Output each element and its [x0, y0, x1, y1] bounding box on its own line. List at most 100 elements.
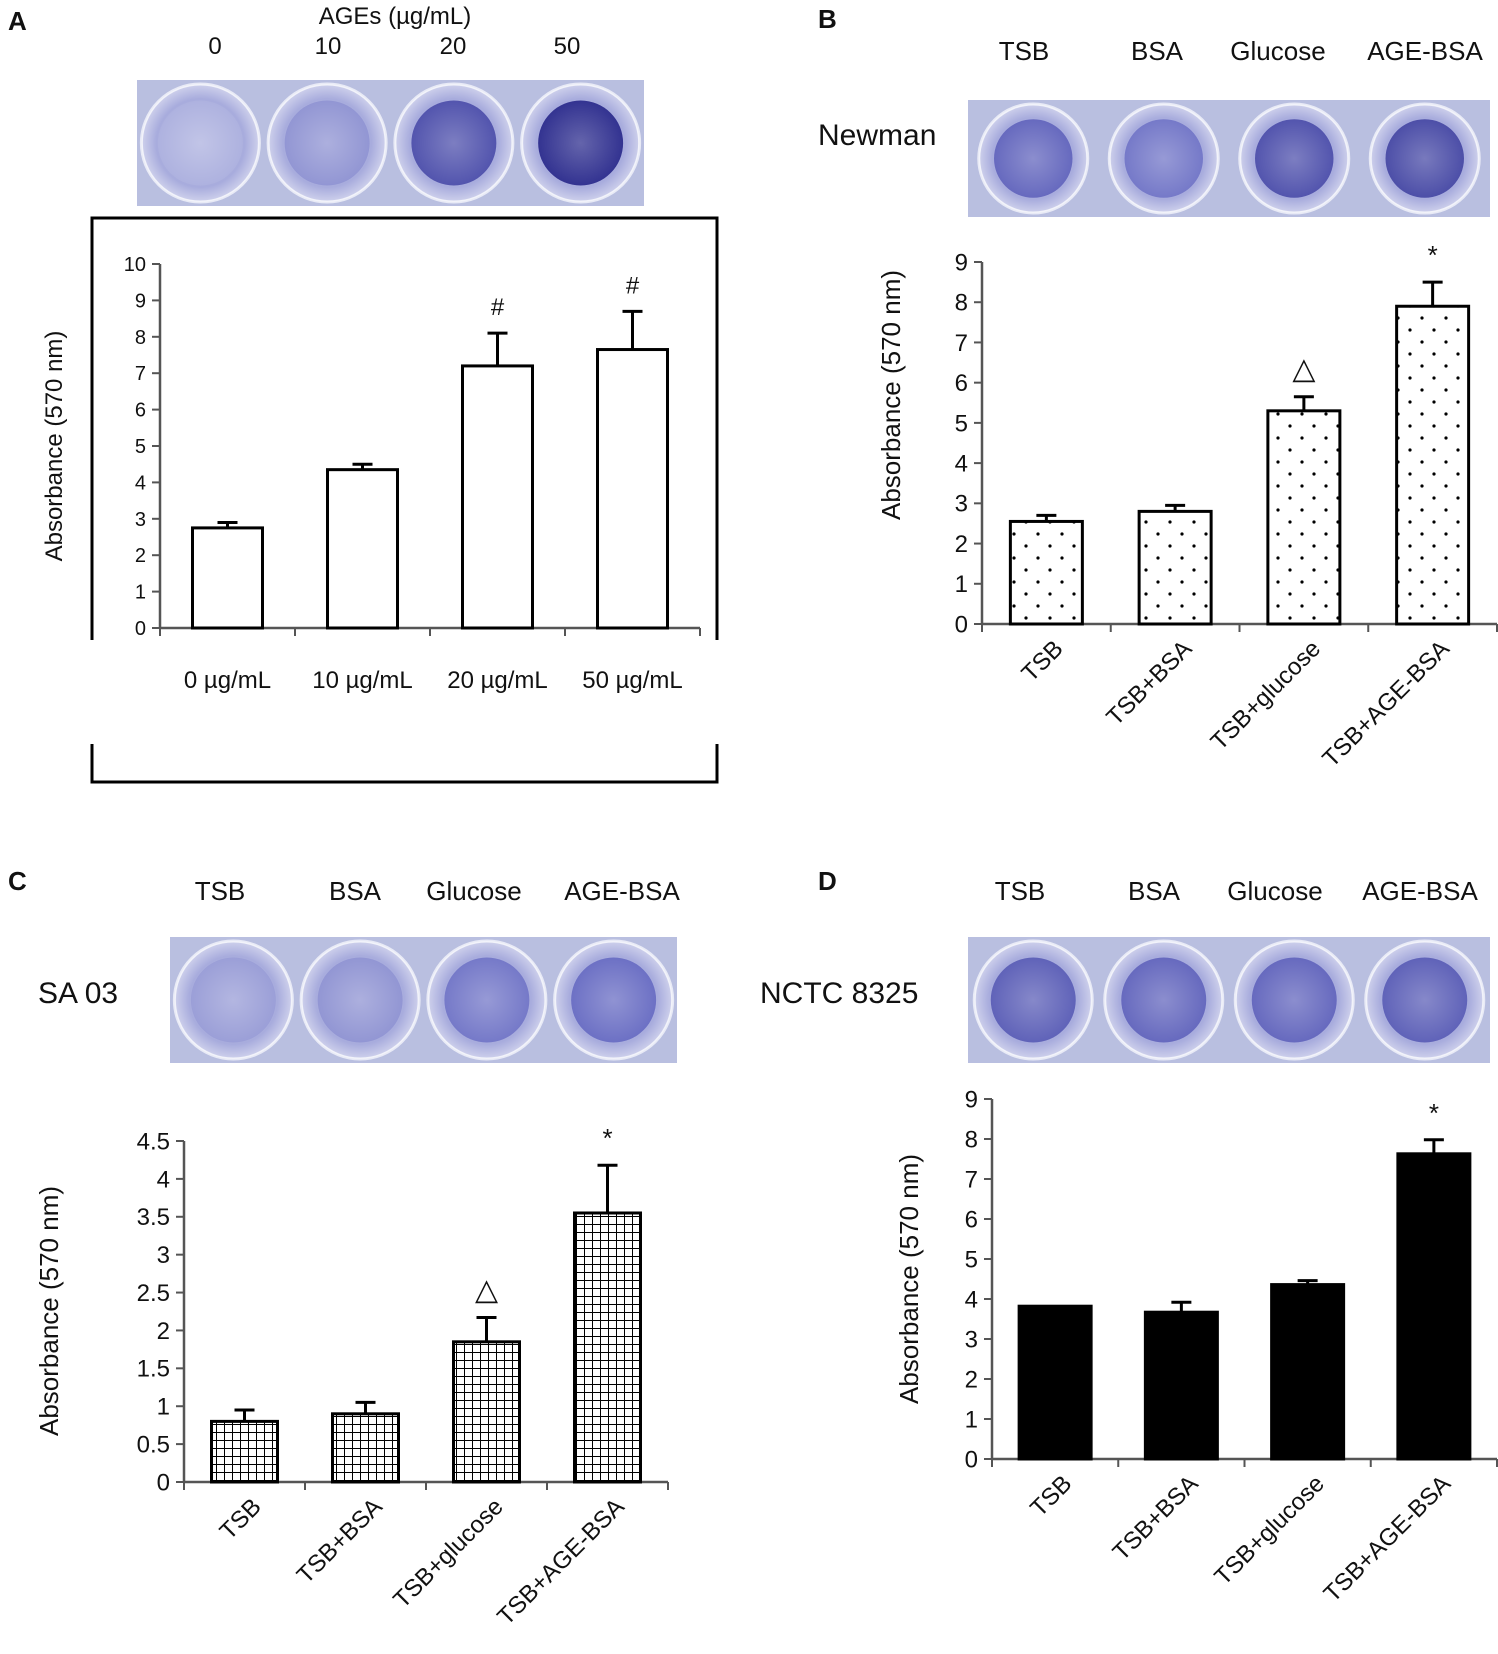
well-plate-d	[968, 937, 1490, 1063]
well-label: BSA	[1131, 36, 1184, 66]
well-label: TSB	[995, 876, 1046, 906]
y-tick-label: 6	[955, 370, 968, 397]
significance-mark: #	[491, 294, 505, 321]
bar-4	[1395, 304, 1471, 626]
strain-label-sa03: SA 03	[38, 977, 118, 1010]
well-plate-c	[170, 937, 677, 1063]
y-tick-label: 1	[965, 1406, 978, 1433]
x-category-label: TSB+glucose	[1206, 635, 1327, 756]
x-category-label: TSB+BSA	[292, 1493, 388, 1589]
y-tick-label: 2	[955, 531, 968, 558]
well-label: Glucose	[1230, 36, 1325, 66]
well-highlight	[301, 941, 420, 1059]
well-label: 10	[315, 33, 342, 60]
x-category-label: 0 µg/mL	[184, 667, 271, 694]
well-plate-a	[137, 80, 644, 206]
y-tick-label: 2.5	[137, 1280, 170, 1307]
well-label: 20	[440, 33, 467, 60]
strain-label-nctc: NCTC 8325	[760, 977, 918, 1010]
bar-3	[1270, 1283, 1346, 1461]
bar-2	[1137, 509, 1213, 626]
x-category-label: TSB	[1025, 1470, 1077, 1522]
y-tick-label: 4	[965, 1286, 978, 1313]
y-axis-label: Absorbance (570 nm)	[41, 331, 68, 562]
well-highlight	[554, 941, 673, 1059]
x-category-label: TSB+BSA	[1101, 635, 1197, 731]
panel-letter-a: A	[8, 6, 27, 36]
y-tick-label: 0.5	[137, 1432, 170, 1459]
chart-b: 0 1 2 3 4 5 6 7 8 9 Absorbance (570 nm) TSB TSB+BSA △…	[876, 240, 1498, 773]
significance-mark: △	[1292, 353, 1315, 386]
panel-letter-c: C	[8, 866, 27, 896]
y-tick-label: 8	[955, 290, 968, 317]
well-highlight	[394, 84, 513, 202]
well-highlight	[1235, 941, 1354, 1059]
x-category-label: TSB+glucose	[1209, 1470, 1330, 1591]
significance-mark: #	[626, 272, 640, 299]
well-highlight	[978, 104, 1088, 213]
y-tick-label: 0	[965, 1446, 978, 1473]
panel-a-frame	[90, 216, 719, 784]
well-label: 50	[554, 33, 581, 60]
y-tick-label: 7	[135, 363, 146, 385]
x-category-label: TSB+AGE-BSA	[1319, 1470, 1456, 1607]
y-tick-label: 6	[965, 1206, 978, 1233]
x-category-label: 10 µg/mL	[312, 667, 413, 694]
y-tick-label: 9	[955, 249, 968, 276]
y-tick-label: 8	[965, 1126, 978, 1153]
y-tick-label: 1	[135, 582, 146, 604]
y-tick-label: 4.5	[137, 1128, 170, 1155]
well-label: AGE-BSA	[564, 876, 680, 906]
bar-3	[461, 364, 534, 630]
well-plate-b	[968, 100, 1490, 217]
y-tick-label: 3	[955, 491, 968, 518]
y-axis-label: Absorbance (570 nm)	[876, 270, 906, 520]
well-label: BSA	[1128, 876, 1181, 906]
y-axis-label: Absorbance (570 nm)	[894, 1154, 924, 1404]
y-tick-label: 5	[965, 1246, 978, 1273]
y-tick-label: 4	[157, 1166, 170, 1193]
bar-1	[1017, 1304, 1093, 1461]
bar-3	[1266, 409, 1342, 626]
significance-mark: △	[475, 1274, 498, 1307]
y-tick-label: 3.5	[137, 1204, 170, 1231]
x-category-label: TSB+AGE-BSA	[492, 1493, 629, 1630]
well-label: Glucose	[426, 876, 521, 906]
y-tick-label: 9	[965, 1086, 978, 1113]
bar-2	[331, 1412, 400, 1484]
well-highlight	[521, 84, 640, 202]
y-tick-label: 2	[157, 1318, 170, 1345]
bar-4	[1396, 1152, 1472, 1461]
y-tick-label: 0	[157, 1469, 170, 1496]
y-tick-label: 3	[157, 1242, 170, 1269]
well-highlight	[1365, 941, 1484, 1059]
significance-mark: *	[1428, 240, 1438, 270]
bar-1	[210, 1419, 279, 1484]
y-axis-label: Absorbance (570 nm)	[34, 1186, 64, 1436]
y-tick-label: 7	[955, 330, 968, 357]
well-highlight	[427, 941, 546, 1059]
well-label: AGE-BSA	[1362, 876, 1478, 906]
y-tick-label: 6	[135, 400, 146, 422]
y-tick-label: 0	[955, 611, 968, 638]
chart-a: 0 1 2 3 4 5 6 7 8 9 10 Absorbance (570 nm) 0 µg/mL 10…	[41, 254, 701, 694]
well-highlight	[1109, 104, 1219, 213]
bar-4	[573, 1211, 642, 1484]
well-label: AGE-BSA	[1367, 36, 1483, 66]
well-label: TSB	[999, 36, 1050, 66]
well-label: TSB	[195, 876, 246, 906]
well-highlight	[1239, 104, 1349, 213]
bar-1	[1008, 519, 1084, 626]
bar-3	[452, 1340, 521, 1484]
x-category-label: TSB+glucose	[388, 1493, 509, 1614]
well-highlight	[174, 941, 293, 1059]
y-tick-label: 1	[157, 1394, 170, 1421]
y-tick-label: 10	[124, 254, 146, 276]
y-tick-label: 7	[965, 1166, 978, 1193]
significance-mark: *	[602, 1123, 612, 1153]
well-label: 0	[208, 33, 221, 60]
y-tick-label: 5	[135, 436, 146, 458]
